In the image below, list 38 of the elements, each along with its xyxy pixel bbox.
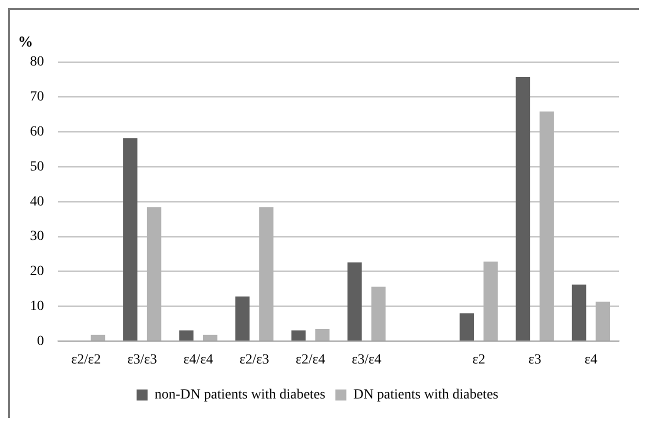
bar xyxy=(484,262,498,340)
x-tick-label: ε2/ε3 xyxy=(240,352,270,368)
bar xyxy=(203,334,218,340)
bar xyxy=(259,207,274,340)
x-tick-label: ε4 xyxy=(584,352,598,368)
y-axis-title: % xyxy=(18,34,33,50)
bar xyxy=(460,313,474,340)
x-tick-label: ε2/ε4 xyxy=(296,352,326,368)
x-tick-label: ε3 xyxy=(528,352,542,368)
bar xyxy=(90,334,106,340)
y-tick-label: 50 xyxy=(30,159,44,174)
x-tick-label: ε3/ε3 xyxy=(127,352,157,368)
y-tick-label: 80 xyxy=(30,54,44,70)
y-tick-label: 20 xyxy=(30,264,44,280)
bar xyxy=(347,262,362,340)
bar xyxy=(516,77,530,340)
bar xyxy=(315,328,330,340)
bar xyxy=(291,330,306,340)
bar xyxy=(371,286,386,340)
y-tick-label: 60 xyxy=(30,124,44,140)
x-tick-label: ε4/ε4 xyxy=(183,352,214,368)
bar xyxy=(572,284,586,340)
y-tick-label: 40 xyxy=(30,194,44,210)
x-tick-label: ε2/ε2 xyxy=(71,352,101,368)
bar xyxy=(540,112,554,340)
bar xyxy=(146,207,162,340)
y-tick-label: 10 xyxy=(30,298,44,314)
legend-label: DN patients with diabetes xyxy=(353,388,498,403)
bar xyxy=(596,302,610,340)
bar xyxy=(123,138,138,340)
y-tick-label: 70 xyxy=(30,90,44,105)
y-tick-label: 0 xyxy=(37,334,44,349)
bar xyxy=(179,330,194,340)
x-tick-label: ε2 xyxy=(472,352,486,368)
x-tick-label: ε3/ε4 xyxy=(352,352,382,368)
bar xyxy=(235,296,250,340)
legend-label: non-DN patients with diabetes xyxy=(154,388,326,403)
y-tick-label: 30 xyxy=(30,229,44,244)
